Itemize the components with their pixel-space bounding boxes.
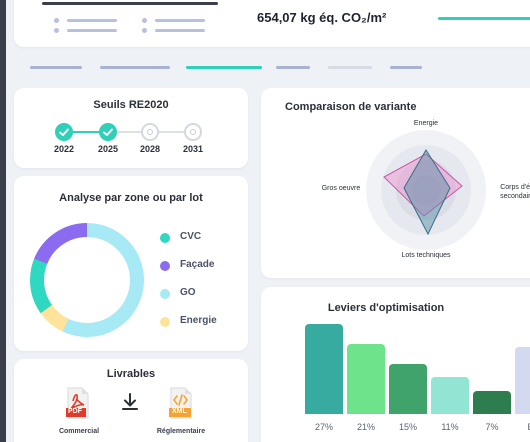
check-icon [103,128,113,136]
variants-title: Comparaison de variante [285,101,417,113]
legend-label-cvc: CVC [180,231,202,242]
year-label: 2025 [97,144,119,154]
step-2031[interactable] [184,123,202,141]
year-label: 2022 [53,144,75,154]
xml-badge: XML [172,408,187,415]
window-left-edge [0,0,6,442]
deliverables-title: Livrables [106,368,156,380]
variants-radar-chart [366,130,486,250]
lever-bar[interactable] [305,324,343,414]
tab-4[interactable] [276,66,310,69]
radar-series-2 [403,149,451,236]
levers-bar-chart: 27% 21% 15% 11% 7% Etc [261,287,530,442]
download-icon[interactable] [120,392,140,412]
tab-2[interactable] [100,66,170,69]
thresholds-title: Seuils RE2020 [93,99,169,111]
xml-file-icon[interactable]: XML [169,387,193,419]
levers-card: Leviers d'optimisation 27% 21% 15% 11% 7% Etc [261,287,530,442]
lever-bar[interactable] [347,344,385,414]
donut-segment-cvc [30,223,144,337]
pdf-badge: PDF [68,408,82,415]
deliverable-label-reglementaire: Réglementaire [156,428,206,435]
lever-bar-label: 11% [441,422,459,432]
year-label: 2031 [182,144,204,154]
legend-dot-energie [160,317,170,327]
header-card: 654,07 kg éq. CO₂/m² [14,0,530,47]
tab-strip [14,58,530,78]
radar-axis-lots: Lots techniques [401,252,451,259]
lever-bar[interactable] [473,390,511,414]
radar-axis-energie: Energie [413,120,439,127]
lever-bar[interactable] [515,347,530,414]
lever-bar-label: 21% [356,422,375,432]
radar-axis-gros-oeuvre: Gros oeuvre [321,185,361,192]
zones-donut-chart [30,223,144,337]
tab-5[interactable] [328,66,372,69]
legend-dot-go [160,289,170,299]
zones-card: Analyse par zone ou par lot CVC Façade G… [14,176,248,351]
deliverable-label-commercial: Commercial [58,428,100,435]
emissions-value: 654,07 kg éq. CO₂/m² [257,10,387,25]
deliverables-card: Livrables PDF XML Commercial Réglementai… [14,359,248,442]
step-2028[interactable] [141,123,159,141]
lever-bar-label: Etc [514,422,530,432]
step-2025[interactable] [99,123,117,141]
step-2022[interactable] [55,123,73,141]
legend-label-facade: Façade [180,259,215,270]
emissions-accent-line [438,17,530,20]
lever-bar-label: 27% [314,422,333,432]
check-icon [59,128,69,136]
lever-bar[interactable] [431,377,469,414]
tab-6[interactable] [390,66,422,69]
levers-title: Leviers d'optimisation [327,302,445,314]
tab-1[interactable] [30,66,82,69]
lever-bar[interactable] [389,364,427,414]
legend-dot-facade [160,261,170,271]
pdf-file-icon[interactable]: PDF [66,387,90,419]
legend-label-go: GO [180,287,196,298]
thresholds-card: Seuils RE2020 2022 2025 2028 2031 [14,88,248,168]
radar-axis-corps: Corps d'état secondaires [500,184,530,200]
thresholds-line-done [64,131,108,133]
lever-bar-label: 15% [398,422,417,432]
legend-label-energie: Energie [180,315,217,326]
header-progress-bar [42,2,218,5]
year-label: 2028 [139,144,161,154]
legend-dot-cvc [160,233,170,243]
lever-bar-label: 7% [485,422,499,432]
variants-card: Comparaison de variante Energie Corps d'… [261,88,530,278]
donut-segment-facade [30,223,144,337]
tab-3-active[interactable] [186,66,262,69]
zones-title: Analyse par zone ou par lot [59,192,203,204]
